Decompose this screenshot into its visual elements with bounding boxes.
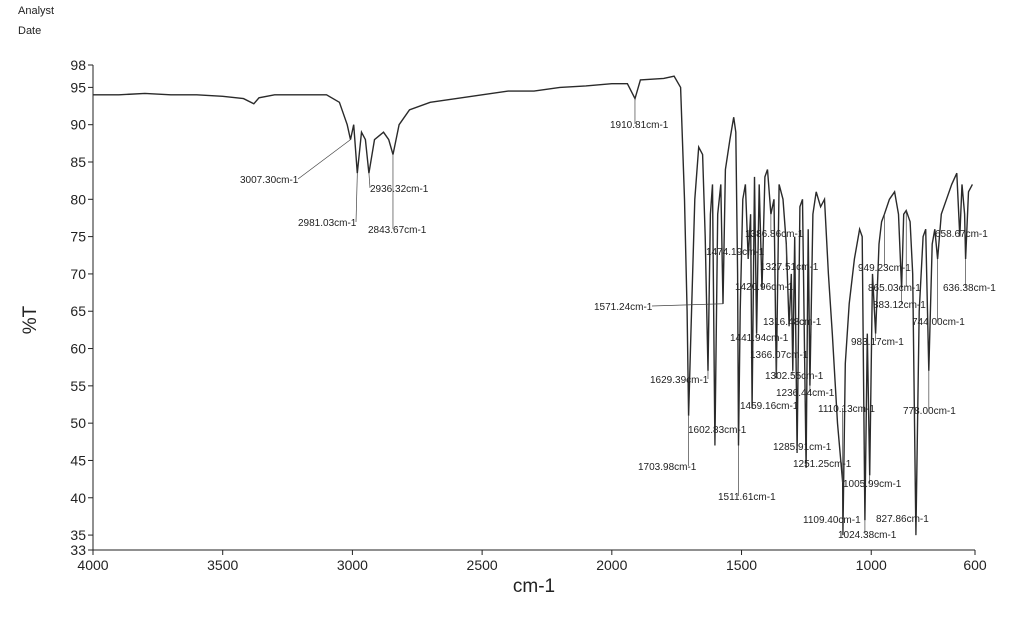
annotation-label: 827.86cm-1 bbox=[876, 514, 929, 525]
annotation-label: 1602.83cm-1 bbox=[688, 425, 747, 436]
y-tick-label: 98 bbox=[70, 57, 86, 73]
annotation-label: 1571.24cm-1 bbox=[594, 302, 653, 313]
x-tick-label: 3500 bbox=[207, 557, 238, 573]
y-tick-label: 65 bbox=[70, 303, 86, 319]
annotation-label: 2936.32cm-1 bbox=[370, 184, 429, 195]
annotation-label: 1251.25cm-1 bbox=[793, 459, 852, 470]
date-label: Date bbox=[18, 25, 41, 37]
y-tick-label: 75 bbox=[70, 229, 86, 245]
annotation-label: 1236.44cm-1 bbox=[776, 388, 835, 399]
annotation-label: 1024.38cm-1 bbox=[838, 530, 897, 541]
x-tick-label: 1000 bbox=[856, 557, 887, 573]
annotation-leader bbox=[651, 303, 724, 307]
annotation-label: 1302.55cm-1 bbox=[765, 371, 824, 382]
annotation-label: 1366.07cm-1 bbox=[750, 350, 809, 361]
x-tick-label: 2000 bbox=[596, 557, 627, 573]
annotation-label: 1474.19cm-1 bbox=[706, 247, 765, 258]
y-tick-label: 95 bbox=[70, 79, 86, 95]
annotation-label: 983.17cm-1 bbox=[851, 337, 904, 348]
y-tick-label: 70 bbox=[70, 266, 86, 282]
y-tick-label: 85 bbox=[70, 154, 86, 170]
annotation-leader bbox=[355, 173, 358, 223]
y-tick-label: 80 bbox=[70, 191, 86, 207]
annotation-label: 744.00cm-1 bbox=[912, 317, 965, 328]
annotation-label: 1459.16cm-1 bbox=[740, 401, 799, 412]
annotation-label: 1629.39cm-1 bbox=[650, 375, 709, 386]
annotation-label: 3007.30cm-1 bbox=[240, 175, 299, 186]
x-tick-label: 3000 bbox=[337, 557, 368, 573]
y-tick-label: 40 bbox=[70, 490, 86, 506]
annotation-label: 1386.86cm-1 bbox=[745, 229, 804, 240]
y-tick-label: 35 bbox=[70, 527, 86, 543]
y-tick-label: 50 bbox=[70, 415, 86, 431]
x-tick-label: 4000 bbox=[77, 557, 108, 573]
y-tick-label: 55 bbox=[70, 378, 86, 394]
annotation-label: 1910.81cm-1 bbox=[610, 120, 669, 131]
x-tick-label: 2500 bbox=[467, 557, 498, 573]
y-tick-label: 60 bbox=[70, 341, 86, 357]
annotation-label: 1109.40cm-1 bbox=[803, 515, 861, 526]
annotation-label: 865.03cm-1 bbox=[868, 283, 921, 294]
annotation-leader bbox=[297, 139, 351, 180]
annotation-label: 1110.13cm-1 bbox=[818, 404, 875, 415]
annotation-label: 1703.98cm-1 bbox=[638, 462, 697, 473]
analyst-label: Analyst bbox=[18, 5, 54, 17]
annotation-label: 1005.99cm-1 bbox=[843, 479, 902, 490]
y-tick-label: 90 bbox=[70, 117, 86, 133]
annotation-label: 883.12cm-1 bbox=[873, 300, 926, 311]
annotation-label: 1441.94cm-1 bbox=[730, 333, 789, 344]
annotation-label: 1511.61cm-1 bbox=[718, 492, 776, 503]
y-tick-label: 33 bbox=[70, 542, 86, 558]
annotation-label: 2843.67cm-1 bbox=[368, 225, 427, 236]
annotation-label: 2981.03cm-1 bbox=[298, 218, 357, 229]
x-tick-label: 600 bbox=[963, 557, 987, 573]
annotation-label: 1327.51cm-1 bbox=[760, 262, 819, 273]
annotation-label: 636.38cm-1 bbox=[943, 283, 996, 294]
y-tick-label: 45 bbox=[70, 452, 86, 468]
annotation-label: 1420.96cm-1 bbox=[735, 282, 794, 293]
annotation-label: 1316.48cm-1 bbox=[763, 317, 822, 328]
y-axis-label: %T bbox=[20, 305, 41, 334]
annotation-label: 658.67cm-1 bbox=[935, 229, 988, 240]
x-tick-label: 1500 bbox=[726, 557, 757, 573]
annotation-label: 778.00cm-1 bbox=[903, 406, 956, 417]
spectrum-line bbox=[93, 75, 974, 536]
x-axis-label: cm-1 bbox=[513, 576, 555, 597]
annotation-label: 1285.91cm-1 bbox=[773, 442, 832, 453]
annotation-label: 949.23cm-1 bbox=[858, 263, 911, 274]
annotation-leader bbox=[368, 173, 371, 189]
